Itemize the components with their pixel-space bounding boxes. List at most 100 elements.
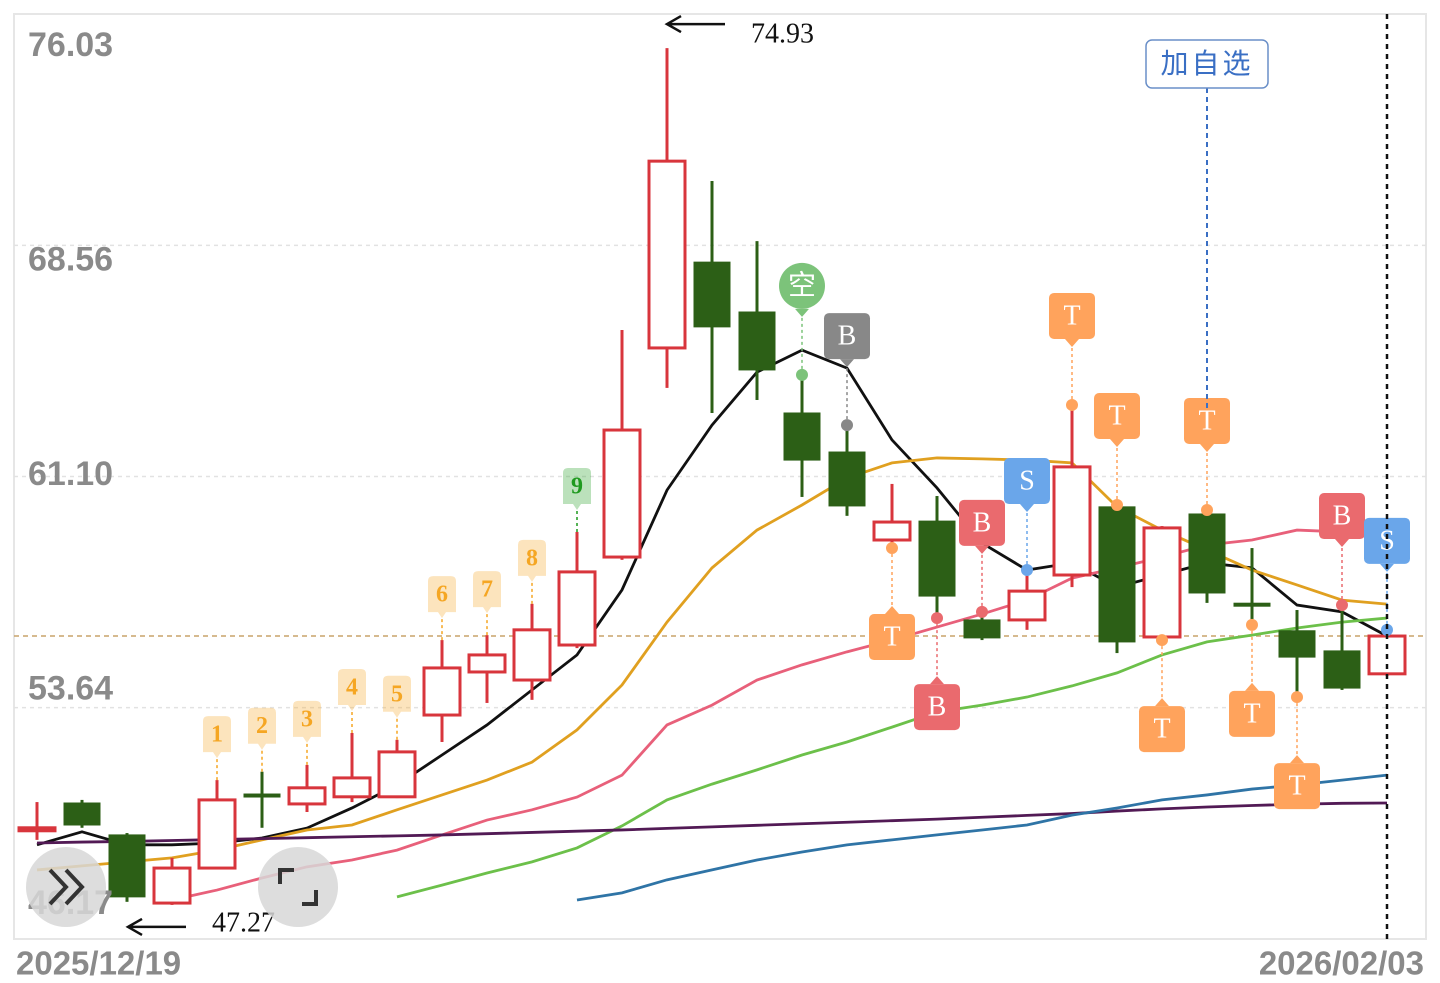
marker-dot (931, 612, 943, 625)
marker-pointer (1110, 438, 1124, 447)
chevron-icon[interactable] (48, 868, 85, 906)
marker-dot (1021, 564, 1033, 577)
marker-label: B (928, 691, 947, 722)
high-label: 74.93 (751, 18, 814, 49)
marker-pointer (930, 676, 944, 685)
candle (647, 48, 687, 388)
number-tag-label: 1 (211, 722, 223, 748)
candle-body (377, 750, 417, 799)
y-tick-label: 53.64 (28, 669, 113, 707)
candle-body (557, 570, 597, 647)
signal-marker: T (1049, 292, 1095, 411)
signal-marker: 4 (338, 668, 366, 733)
signal-marker: 9 (563, 467, 591, 532)
candle (17, 802, 57, 840)
number-tag (293, 700, 321, 743)
candle (467, 635, 507, 703)
marker-dot (1111, 498, 1123, 511)
marker-badge (779, 262, 825, 309)
signal-marker: 1 (203, 716, 231, 781)
marker-dot (1291, 691, 1303, 704)
marker-pointer (1335, 539, 1349, 548)
marker-badge (959, 499, 1005, 546)
candle (602, 329, 642, 560)
candle-body (512, 628, 552, 682)
marker-pointer (795, 308, 809, 317)
marker-badge (1004, 458, 1050, 505)
ma-line (36, 801, 1388, 845)
candle (1233, 548, 1271, 625)
number-tag (338, 668, 366, 711)
candle-body (1278, 630, 1316, 658)
add-watchlist-button[interactable]: 加自选 (1145, 39, 1269, 89)
number-tag-label: 3 (301, 706, 313, 732)
marker-label: B (1333, 500, 1352, 531)
ma-line (171, 528, 1387, 902)
expand-button[interactable] (26, 847, 106, 927)
number-tag-label: 2 (256, 713, 268, 739)
number-tag (428, 576, 456, 619)
candle (1188, 509, 1226, 603)
candle-body (197, 798, 237, 870)
signal-marker: 7 (473, 571, 501, 636)
marker-pointer (1065, 338, 1079, 347)
candle-body (63, 802, 101, 826)
candle-body (152, 866, 192, 905)
marker-badge (1049, 292, 1095, 339)
low-label: 47.27 (212, 907, 275, 938)
candle (557, 531, 597, 649)
candle-body (243, 793, 281, 798)
candle (1007, 570, 1047, 630)
fullscreen-button[interactable] (258, 847, 338, 927)
candle-body (467, 653, 507, 674)
marker-label: S (1379, 525, 1395, 556)
candle (693, 180, 731, 413)
arrow (664, 14, 725, 34)
signal-marker: B (824, 313, 870, 432)
candle (332, 732, 372, 803)
marker-dot (886, 542, 898, 555)
arrow (125, 917, 186, 937)
candle (872, 483, 912, 549)
candle-body (1098, 506, 1136, 643)
number-tag-label: 6 (436, 582, 448, 608)
number-tag (563, 467, 591, 510)
signal-marker: T (1229, 618, 1275, 737)
candle (108, 833, 146, 902)
marker-badge (869, 614, 915, 661)
marker-badge (1229, 690, 1275, 737)
number-tag (518, 539, 546, 582)
number-tag-label: 8 (526, 545, 538, 571)
candle-body (963, 619, 1001, 639)
candle-body (1188, 513, 1226, 594)
candle (152, 857, 192, 905)
grid (14, 244, 1426, 709)
signal-marker: 8 (518, 539, 546, 604)
candle-body (1323, 650, 1361, 689)
signal-marker: 2 (248, 707, 276, 772)
marker-pointer (975, 545, 989, 554)
signal-marker: T (1274, 691, 1320, 810)
button-label[interactable]: 加自选 (1160, 47, 1253, 80)
number-tag-label: 5 (391, 681, 403, 707)
button-circle[interactable] (258, 847, 338, 927)
button-box[interactable] (1145, 39, 1269, 89)
marker-badge (1094, 392, 1140, 439)
marker-label: T (1288, 770, 1305, 801)
marker-label: T (1198, 405, 1215, 436)
fullscreen-icon[interactable] (278, 868, 318, 906)
candle (1142, 526, 1182, 641)
marker-dot (1201, 503, 1213, 516)
candle-body (872, 520, 912, 542)
signal-marker: S (1004, 458, 1050, 577)
number-tag-label: 9 (571, 473, 583, 499)
marker-label: T (1108, 400, 1125, 431)
candles (17, 48, 1407, 905)
marker-dot (841, 419, 853, 432)
signal-marker: 5 (383, 675, 411, 740)
number-tag-label: 7 (481, 577, 493, 603)
marker-pointer (1290, 755, 1304, 764)
candle-body (738, 311, 776, 371)
marker-label: T (1153, 713, 1170, 744)
